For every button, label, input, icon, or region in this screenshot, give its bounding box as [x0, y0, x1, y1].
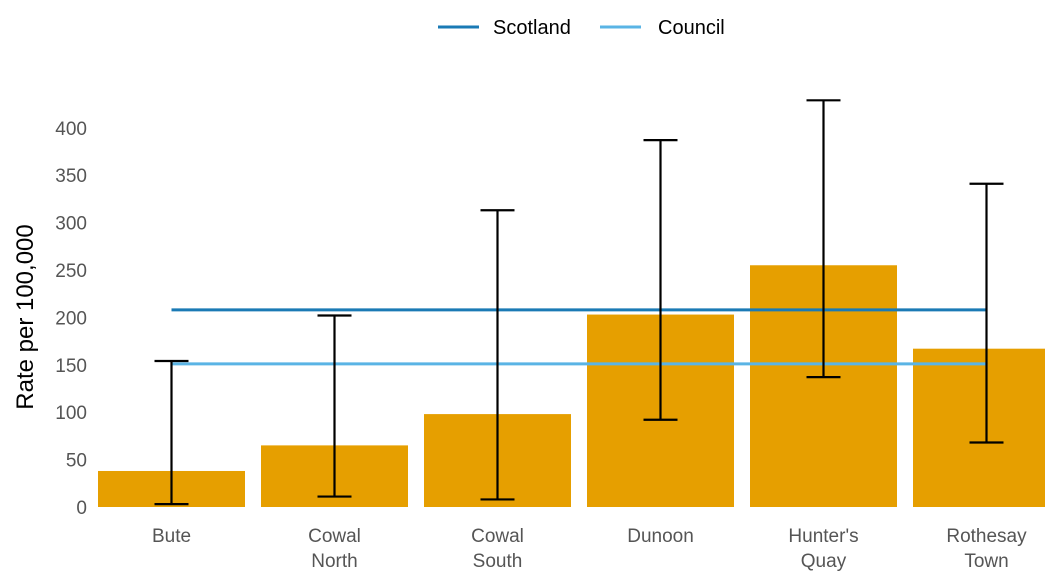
x-tick-label-line: Bute — [152, 526, 191, 547]
y-tick-label-300: 300 — [55, 214, 87, 235]
x-tick-label-line: South — [473, 551, 523, 572]
x-tick-label-line: Rothesay — [946, 526, 1027, 547]
legend-item-scotland: Scotland — [438, 17, 571, 39]
x-tick-label-5: Rothesay Town — [946, 526, 1027, 572]
y-tick-label-250: 250 — [55, 261, 87, 282]
x-tick-label-1: Cowal North — [308, 526, 361, 572]
x-tick-label-line: Quay — [801, 551, 847, 572]
x-tick-label-line: Cowal — [471, 526, 524, 547]
error-bar-1 — [317, 314, 352, 498]
bar-5 — [913, 348, 1045, 507]
error-bar-3 — [643, 139, 678, 421]
legend-label-scotland: Scotland — [493, 17, 571, 39]
y-tick-label-150: 150 — [55, 356, 87, 377]
error-bar-2 — [480, 209, 515, 501]
x-axis: Bute Cowal North Cowal South Dunoon Hunter's Qu… — [152, 526, 1027, 572]
legend-label-council: Council — [658, 17, 725, 39]
y-tick-label-350: 350 — [55, 166, 87, 187]
error-bar-5 — [969, 182, 1004, 444]
error-bars — [154, 99, 1004, 506]
y-tick-label-400: 400 — [55, 119, 87, 140]
x-tick-label-0: Bute — [152, 526, 191, 547]
x-tick-label-line: Town — [964, 551, 1008, 572]
x-tick-label-line: Hunter's — [788, 526, 858, 547]
legend: Scotland Council — [438, 17, 725, 39]
bars — [98, 265, 1045, 507]
y-tick-label-50: 50 — [66, 451, 87, 472]
y-tick-label-100: 100 — [55, 403, 87, 424]
error-bar-0 — [154, 359, 189, 506]
y-tick-label-0: 0 — [76, 498, 87, 519]
y-axis: 0 50 100 150 200 250 300 350 400 Rate per 100,000 — [12, 119, 87, 519]
x-tick-label-line: North — [311, 551, 357, 572]
x-tick-label-line: Cowal — [308, 526, 361, 547]
x-tick-label-line: Dunoon — [627, 526, 694, 547]
y-axis-label: Rate per 100,000 — [12, 224, 39, 409]
x-tick-label-2: Cowal South — [471, 526, 524, 572]
error-bar-4 — [806, 99, 841, 379]
x-tick-label-3: Dunoon — [627, 526, 694, 547]
reference-lines — [171, 308, 987, 366]
legend-item-council: Council — [600, 17, 725, 39]
x-tick-label-4: Hunter's Quay — [788, 526, 858, 572]
y-tick-label-200: 200 — [55, 308, 87, 329]
